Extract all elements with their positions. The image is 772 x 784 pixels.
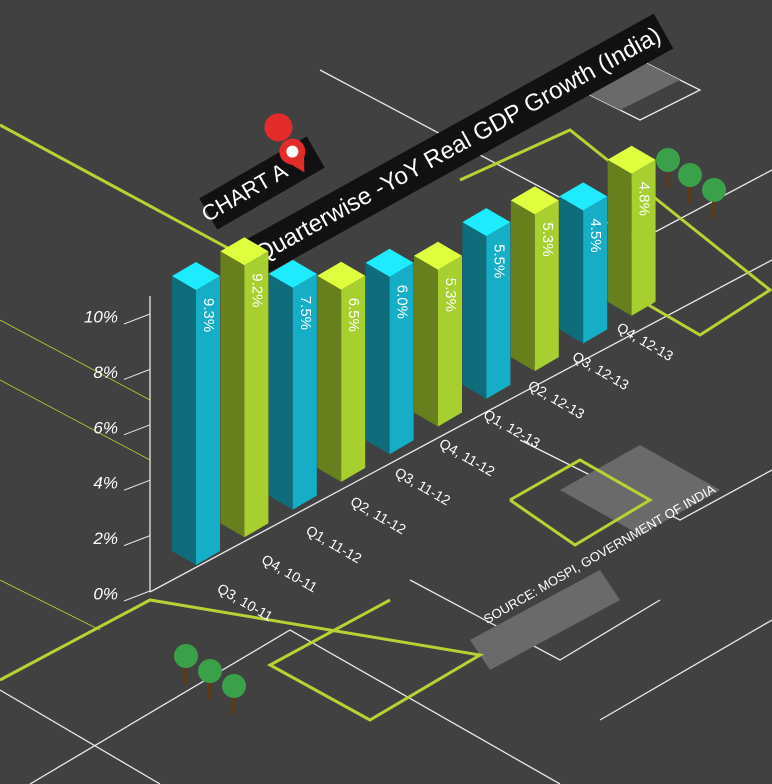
bar-top <box>607 145 656 174</box>
value-label: 4.5% <box>587 218 604 252</box>
y-tick-label: 8% <box>93 363 118 382</box>
bar: 7.5% <box>268 259 317 510</box>
bar-face-left <box>414 255 438 427</box>
bar: 9.3% <box>172 262 220 565</box>
bar-face-left <box>365 262 390 455</box>
bar-top <box>172 262 220 290</box>
value-label: 9.2% <box>248 273 265 307</box>
trees <box>174 148 726 714</box>
bar-face-right <box>244 251 269 538</box>
y-tick-label: 0% <box>93 584 118 603</box>
bar: 9.2% <box>220 237 269 538</box>
bar-face-left <box>220 251 245 538</box>
bar-top <box>220 237 269 266</box>
bar-top <box>414 241 462 270</box>
value-label: 4.8% <box>636 182 653 216</box>
bar-face-right <box>389 262 414 455</box>
bar-face-left <box>510 200 535 372</box>
pin-icon <box>286 145 299 158</box>
bar-face-right <box>486 222 511 399</box>
bar-face-left <box>607 159 632 316</box>
decor-thin <box>0 319 151 631</box>
bar: 5.3% <box>510 186 559 372</box>
y-tick-label: 6% <box>93 418 118 437</box>
title-box <box>242 13 674 277</box>
bar-face-right <box>292 273 317 510</box>
value-label: 5.5% <box>490 244 507 278</box>
bar-face-right <box>534 200 559 372</box>
bar-top <box>510 186 559 215</box>
tick-mark <box>123 313 151 325</box>
bar-face-left <box>268 273 293 510</box>
value-label: 6.0% <box>394 285 411 319</box>
bar-top <box>559 182 608 211</box>
bar-face-right <box>341 275 366 482</box>
bar-face-left <box>462 222 487 399</box>
value-label: 6.5% <box>345 298 362 332</box>
value-label: 7.5% <box>297 296 314 330</box>
bar-face-right <box>583 196 608 344</box>
decor-box <box>470 570 620 670</box>
decor-lime <box>0 123 772 722</box>
bar: 4.8% <box>607 145 656 316</box>
bar: 4.5% <box>559 182 608 344</box>
bar: 5.3% <box>414 241 462 427</box>
y-tick-label: 4% <box>93 474 118 493</box>
value-label: 5.3% <box>539 222 556 256</box>
bar-face-right <box>631 159 656 316</box>
bar-face-right <box>438 255 462 427</box>
bar-top <box>317 261 366 290</box>
bar-face-left <box>172 276 196 565</box>
decor-box <box>560 445 720 535</box>
tick-mark <box>123 424 151 436</box>
y-tick-label: 2% <box>92 529 118 548</box>
bar: 6.0% <box>365 248 414 455</box>
bar-top <box>365 248 414 277</box>
tick-mark <box>123 590 151 602</box>
bar: 5.5% <box>462 208 511 399</box>
value-label: 9.3% <box>200 298 217 332</box>
bar: 6.5% <box>317 261 366 482</box>
tick-mark <box>123 368 151 380</box>
bar-face-left <box>317 275 342 482</box>
bar-top <box>462 208 511 237</box>
y-tick-label: 10% <box>84 307 118 326</box>
bar-face-right <box>196 276 220 565</box>
bar-top <box>268 259 317 288</box>
bar-face-left <box>559 196 584 344</box>
tick-mark <box>123 479 151 491</box>
tick-mark <box>123 535 151 547</box>
value-label: 5.3% <box>442 278 459 312</box>
